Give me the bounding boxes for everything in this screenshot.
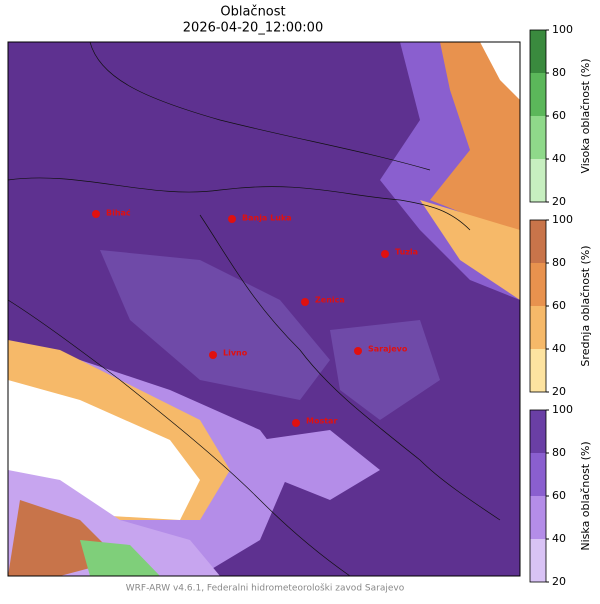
city-label: Sarajevo [368,345,408,354]
subtitle: 2026-04-20_12:00:00 [183,21,323,36]
colorbar-tick-label: 20 [552,575,566,588]
city-label: Livno [223,349,248,358]
footer: WRF-ARW v4.6.1, Federalni hidrometeorolo… [126,583,405,594]
colorbar-tick-label: 20 [552,195,566,208]
colorbar-band [530,496,546,539]
colorbar-tick-label: 20 [552,385,566,398]
colorbar-band [530,30,546,73]
colorbar-tick-label: 40 [552,152,566,165]
colorbar-tick-label: 40 [552,342,566,355]
city-label: Mostar [306,417,337,426]
colorbar-band [530,116,546,159]
colorbar-tick-label: 80 [552,446,566,459]
colorbar-band [530,220,546,263]
colorbar-band [530,73,546,116]
colorbar-label: Visoka oblačnost (%) [579,58,592,173]
title: Oblačnost [220,5,285,20]
colorbar-tick-label: 60 [552,299,566,312]
colorbar-band [530,453,546,496]
colorbar-tick-label: 100 [552,213,573,226]
colorbar-band [530,349,546,392]
colorbar-label: Niska oblačnost (%) [579,441,592,550]
colorbar-band [530,539,546,582]
colorbar-label: Srednja oblačnost (%) [579,245,592,366]
map: Bihać Banja Luka Tuzla Zenica Livno Sara… [7,41,521,577]
colorbar-tick-label: 100 [552,403,573,416]
colorbar-band [530,159,546,202]
colorbar-tick-label: 100 [552,23,573,36]
colorbar-band [530,306,546,349]
city-label: Zenica [315,296,345,305]
city-label: Bihać [106,208,131,218]
colorbar-tick-label: 60 [552,109,566,122]
colorbar-tick-label: 80 [552,256,566,269]
colorbar-tick-label: 80 [552,66,566,79]
colorbar-band [530,263,546,306]
colorbar-tick-label: 40 [552,532,566,545]
colorbar-band [530,410,546,453]
colorbar-tick-label: 60 [552,489,566,502]
city-label: Tuzla [395,248,418,257]
city-label: Banja Luka [242,214,292,223]
